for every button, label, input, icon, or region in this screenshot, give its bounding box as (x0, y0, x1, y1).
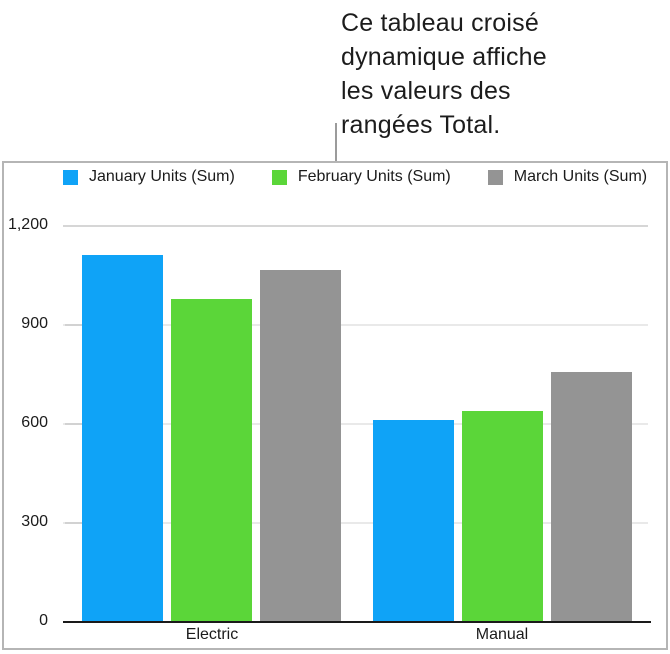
y-axis-tick-label: 0 (39, 612, 48, 629)
y-axis-tick (65, 522, 82, 524)
legend-label: January Units (Sum) (89, 168, 235, 185)
y-axis-tick-label: 300 (21, 513, 48, 530)
callout-text-line: Ce tableau croisé (341, 9, 539, 37)
bar-january-manual (372, 420, 454, 621)
chart-panel: January Units (Sum) February Units (Sum)… (2, 161, 668, 650)
bar-march-electric (260, 270, 341, 621)
callout-connector-line (335, 123, 337, 162)
bar-january-electric (82, 255, 163, 621)
x-axis-category-label: Manual (475, 626, 529, 643)
legend-swatch-february (271, 169, 287, 185)
callout-text-line: rangées Total. (341, 111, 501, 139)
gridline-900 (63, 324, 648, 326)
y-axis-tick (65, 324, 82, 326)
bar-february-electric (171, 299, 252, 621)
bar-march-manual (550, 372, 632, 621)
legend-label: February Units (Sum) (297, 168, 451, 185)
legend-item-february: February Units (Sum) (271, 168, 451, 186)
gridline-300 (63, 522, 648, 524)
y-axis-tick-label: 1,200 (7, 216, 48, 233)
callout-text: Ce tableau croisé dynamique affiche les … (341, 6, 547, 142)
gridline-600 (63, 423, 648, 425)
callout-text-line: les valeurs des (341, 77, 511, 105)
y-axis-tick-label: 900 (21, 315, 48, 332)
x-axis-baseline (63, 621, 651, 623)
y-axis-tick (65, 423, 82, 425)
chart-legend: January Units (Sum) February Units (Sum)… (63, 168, 647, 186)
bar-february-manual (461, 411, 543, 621)
y-axis-tick-label: 600 (21, 414, 48, 431)
legend-swatch-january (63, 169, 78, 185)
legend-label: March Units (Sum) (513, 168, 648, 185)
legend-item-march: March Units (Sum) (487, 168, 648, 186)
legend-swatch-march (487, 169, 503, 185)
gridline-1200 (63, 225, 648, 227)
callout-text-line: dynamique affiche (341, 43, 547, 71)
x-axis-category-label: Electric (185, 626, 239, 643)
legend-item-january: January Units (Sum) (63, 168, 235, 186)
